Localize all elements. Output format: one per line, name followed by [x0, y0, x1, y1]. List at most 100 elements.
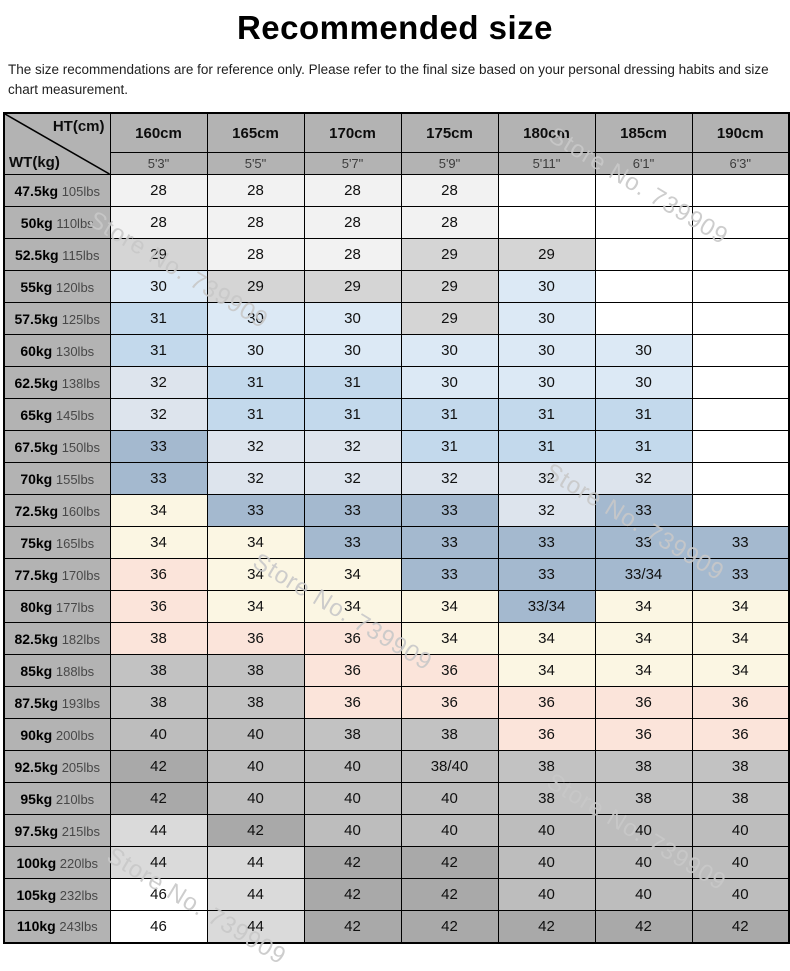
size-cell: 31 — [594, 398, 693, 431]
size-cell: 36 — [594, 718, 693, 751]
size-cell: 44 — [109, 814, 208, 847]
height-axis-label: HT(cm) — [52, 118, 105, 135]
size-cell: 32 — [303, 430, 402, 463]
size-cell: 32 — [303, 462, 402, 495]
size-cell: 38 — [109, 654, 208, 687]
size-cell — [691, 366, 790, 399]
size-cell: 32 — [594, 462, 693, 495]
weight-kg-label: 65kg — [20, 406, 53, 423]
table-row: 100kg 220lbs 44 44 42 42 40 40 40 — [3, 846, 790, 879]
size-cell — [691, 270, 790, 303]
weight-row-header: 87.5kg 193lbs — [3, 686, 111, 719]
size-cell: 33 — [497, 558, 596, 591]
weight-lbs-label: 115lbs — [58, 247, 100, 263]
size-cell: 34 — [109, 494, 208, 527]
table-row: 57.5kg 125lbs 31 30 30 29 30 — [3, 302, 790, 335]
table-row: 82.5kg 182lbs 38 36 36 34 34 34 34 — [3, 622, 790, 655]
size-cell: 38 — [206, 654, 305, 687]
size-cell: 30 — [497, 302, 596, 335]
size-cell: 42 — [206, 814, 305, 847]
weight-axis-label: WT(kg) — [9, 154, 60, 171]
size-cell: 40 — [691, 814, 790, 847]
size-cell — [594, 238, 693, 271]
size-cell: 33 — [691, 526, 790, 559]
size-cell: 30 — [594, 334, 693, 367]
size-cell: 38 — [109, 622, 208, 655]
size-cell: 30 — [206, 302, 305, 335]
diagonal-divider-line — [5, 114, 109, 174]
size-cell: 36 — [303, 686, 402, 719]
table-row: 87.5kg 193lbs 38 38 36 36 36 36 36 — [3, 686, 790, 719]
size-cell: 33 — [303, 494, 402, 527]
size-cell: 34 — [206, 558, 305, 591]
size-cell: 33 — [400, 558, 499, 591]
size-cell: 32 — [109, 366, 208, 399]
column-header-height-ft: 5'11" — [497, 152, 596, 175]
weight-lbs-label: 193lbs — [58, 695, 100, 711]
size-cell: 38 — [206, 686, 305, 719]
size-cell: 38 — [497, 750, 596, 783]
table-row: 47.5kg 105lbs 28 28 28 28 — [3, 174, 790, 207]
size-cell: 34 — [109, 526, 208, 559]
size-cell: 42 — [109, 750, 208, 783]
size-cell: 42 — [109, 782, 208, 815]
table-row: 92.5kg 205lbs 42 40 40 38/40 38 38 38 — [3, 750, 790, 783]
size-cell: 33 — [400, 494, 499, 527]
column-header-height-ft: 6'3" — [691, 152, 790, 175]
size-cell — [691, 302, 790, 335]
size-cell: 28 — [206, 174, 305, 207]
size-cell: 40 — [109, 718, 208, 751]
size-cell: 29 — [109, 238, 208, 271]
size-cell: 34 — [497, 622, 596, 655]
size-cell: 44 — [206, 846, 305, 879]
weight-row-header: 52.5kg 115lbs — [3, 238, 111, 271]
weight-lbs-label: 125lbs — [58, 311, 100, 327]
column-header-height-cm: 165cm — [206, 112, 305, 153]
size-cell: 28 — [206, 238, 305, 271]
size-cell: 33 — [109, 462, 208, 495]
size-cell — [594, 174, 693, 207]
table-row: 80kg 177lbs 36 34 34 34 33/34 34 34 — [3, 590, 790, 623]
size-cell — [691, 462, 790, 495]
size-cell: 36 — [594, 686, 693, 719]
size-cell: 33 — [400, 526, 499, 559]
table-row: 95kg 210lbs 42 40 40 40 38 38 38 — [3, 782, 790, 815]
size-cell: 31 — [303, 398, 402, 431]
size-cell: 29 — [206, 270, 305, 303]
weight-row-header: 105kg 232lbs — [3, 878, 111, 911]
weight-row-header: 72.5kg 160lbs — [3, 494, 111, 527]
size-cell: 34 — [691, 590, 790, 623]
page-title: Recommended size — [236, 9, 554, 46]
weight-kg-label: 60kg — [20, 342, 53, 359]
size-cell: 34 — [594, 590, 693, 623]
weight-row-header: 57.5kg 125lbs — [3, 302, 111, 335]
weight-lbs-label: 150lbs — [58, 439, 100, 455]
weight-lbs-label: 138lbs — [58, 375, 100, 391]
size-cell: 31 — [594, 430, 693, 463]
weight-row-header: 60kg 130lbs — [3, 334, 111, 367]
weight-kg-label: 70kg — [20, 470, 53, 487]
size-cell: 30 — [497, 270, 596, 303]
weight-row-header: 75kg 165lbs — [3, 526, 111, 559]
weight-kg-label: 72.5kg — [14, 502, 59, 519]
size-cell: 34 — [691, 654, 790, 687]
weight-lbs-label: 155lbs — [52, 471, 95, 487]
column-header-height-cm: 190cm — [691, 112, 790, 153]
weight-lbs-label: 145lbs — [52, 407, 95, 423]
weight-lbs-label: 243lbs — [55, 919, 98, 935]
size-cell: 42 — [691, 910, 790, 943]
size-cell: 36 — [497, 718, 596, 751]
size-cell: 34 — [303, 590, 402, 623]
weight-row-header: 100kg 220lbs — [3, 846, 111, 879]
size-cell: 36 — [497, 686, 596, 719]
size-cell: 38 — [303, 718, 402, 751]
size-cell: 38 — [109, 686, 208, 719]
size-cell: 29 — [400, 270, 499, 303]
size-cell: 40 — [400, 814, 499, 847]
size-cell: 42 — [303, 878, 402, 911]
table-row: 70kg 155lbs 33 32 32 32 32 32 — [3, 462, 790, 495]
size-cell — [691, 174, 790, 207]
size-cell: 33 — [497, 526, 596, 559]
size-cell: 34 — [303, 558, 402, 591]
size-cell: 42 — [400, 910, 499, 943]
